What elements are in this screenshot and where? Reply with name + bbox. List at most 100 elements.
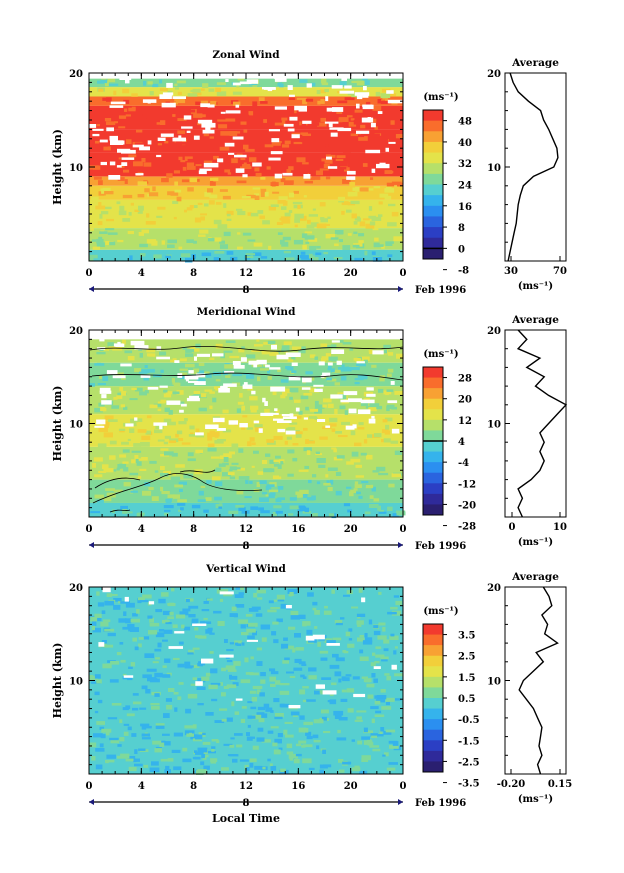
heatmap-cell	[97, 602, 105, 607]
colorbar-swatch	[423, 141, 443, 154]
heatmap-cell	[220, 131, 230, 136]
heatmap-cell	[241, 706, 247, 709]
heatmap-cell	[283, 200, 288, 206]
heatmap-cell	[280, 603, 287, 609]
heatmap-cell	[252, 101, 258, 107]
heatmap-cell	[209, 181, 216, 186]
missing-data-cell	[120, 363, 132, 367]
heatmap-cell	[262, 492, 268, 495]
heatmap-cell	[323, 252, 329, 255]
heatmap-cell	[212, 431, 220, 437]
heatmap-cell	[189, 109, 196, 113]
heatmap-cell	[149, 767, 160, 772]
heatmap-cell	[394, 391, 403, 395]
missing-data-cell	[101, 400, 112, 405]
heatmap-cell	[316, 245, 321, 249]
heatmap-cell	[327, 403, 334, 408]
heatmap-cell	[118, 210, 127, 216]
heatmap-cell	[273, 749, 281, 755]
heatmap-cell	[250, 656, 254, 660]
heatmap-cell	[341, 364, 345, 369]
heatmap-cell	[218, 140, 226, 145]
missing-data-cell	[100, 161, 107, 166]
heatmap-cell	[254, 195, 260, 200]
heatmap-cell	[149, 617, 154, 623]
heatmap-cell	[347, 509, 352, 513]
heatmap-cell	[390, 440, 399, 444]
heatmap-cell	[259, 497, 269, 503]
x-tick-label: 8	[190, 268, 197, 279]
heatmap-cell	[192, 647, 200, 650]
heatmap-cell	[259, 480, 267, 484]
heatmap-cell	[280, 394, 286, 399]
heatmap-cell	[291, 132, 301, 135]
heatmap-cell	[260, 510, 270, 514]
heatmap-cell	[334, 382, 340, 386]
heatmap-cell	[359, 649, 364, 654]
heatmap-cell	[95, 140, 100, 144]
heatmap-cell	[131, 387, 137, 391]
heatmap-cell	[383, 639, 390, 644]
heatmap-cell	[392, 513, 399, 517]
colorbar-swatch	[423, 483, 443, 495]
missing-data-cell	[268, 129, 280, 132]
heatmap-cell	[261, 350, 271, 355]
heatmap-cell	[312, 734, 319, 739]
heatmap-cell	[189, 177, 198, 183]
heatmap-cell	[167, 166, 173, 170]
heatmap-cell	[177, 663, 185, 668]
x-tick-label: 8	[190, 524, 197, 535]
heatmap-cell	[151, 761, 159, 766]
heatmap-cell	[359, 221, 366, 227]
heatmap-cell	[236, 744, 243, 748]
heatmap-band	[89, 96, 403, 106]
heatmap-cell	[173, 732, 183, 737]
average-title: Average	[511, 314, 559, 326]
heatmap-cell	[202, 756, 207, 760]
heatmap-cell	[162, 674, 171, 678]
heatmap-cell	[364, 633, 368, 638]
missing-data-cell	[315, 684, 325, 689]
heatmap-cell	[348, 193, 354, 197]
missing-data-cell	[172, 96, 186, 99]
heatmap-cell	[376, 695, 387, 700]
heatmap-cell	[166, 173, 173, 178]
heatmap-cell	[362, 78, 368, 81]
missing-data-cell	[232, 82, 241, 86]
missing-data-cell	[246, 79, 259, 84]
colorbar-swatch	[423, 740, 443, 752]
heatmap-cell	[137, 181, 148, 186]
heatmap-cell	[354, 257, 363, 262]
heatmap-cell	[140, 369, 150, 373]
heatmap-cell	[358, 240, 364, 244]
heatmap-cell	[273, 599, 278, 602]
missing-data-cell	[331, 85, 343, 89]
heatmap-cell	[294, 399, 301, 403]
heatmap-cell	[136, 129, 143, 133]
heatmap-cell	[286, 366, 294, 371]
missing-data-cell	[283, 123, 294, 127]
heatmap-cell	[226, 210, 234, 216]
heatmap-cell	[340, 698, 348, 702]
heatmap-cell	[121, 377, 126, 380]
heatmap-cell	[240, 679, 251, 684]
heatmap-cell	[175, 433, 179, 438]
heatmap-cell	[356, 620, 364, 625]
heatmap-cell	[128, 119, 132, 124]
heatmap-cell	[272, 512, 278, 516]
heatmap-cell	[145, 689, 151, 694]
heatmap-cell	[167, 494, 175, 498]
heatmap-cell	[391, 181, 402, 185]
heatmap-cell	[130, 618, 140, 623]
heatmap-cell	[283, 637, 288, 641]
heatmap-cell	[200, 88, 205, 91]
missing-data-cell	[361, 597, 366, 603]
heatmap-cell	[97, 443, 107, 448]
heatmap-cell	[209, 632, 215, 635]
missing-data-cell	[282, 416, 297, 419]
heatmap-cell	[337, 392, 345, 396]
heatmap-cell	[176, 390, 184, 395]
heatmap-cell	[139, 352, 143, 358]
heatmap-cell	[364, 188, 374, 191]
heatmap-cell	[159, 79, 163, 84]
